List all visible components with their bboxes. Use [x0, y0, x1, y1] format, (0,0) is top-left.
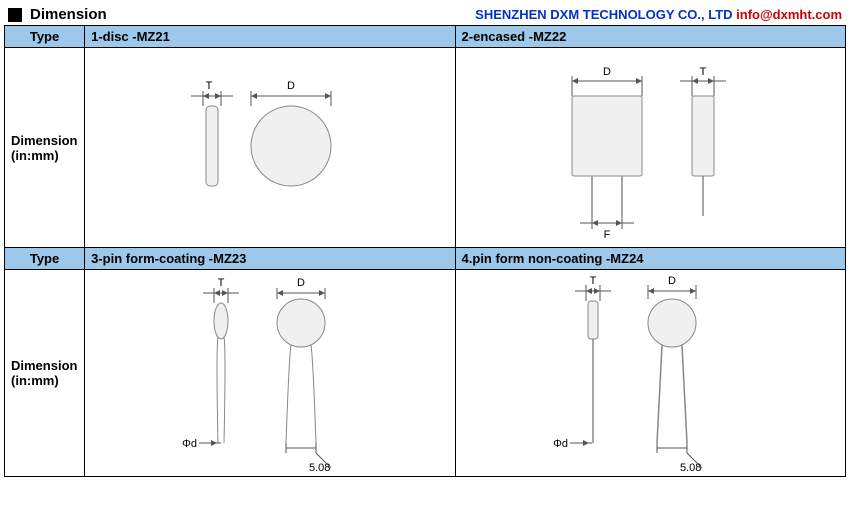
type-header-1: Type [5, 26, 85, 48]
company-info: SHENZHEN DXM TECHNOLOGY CO., LTD info@dx… [475, 7, 842, 22]
col1-label: 1-disc -MZ21 [85, 26, 455, 48]
svg-text:5.08: 5.08 [680, 462, 701, 473]
svg-text:D: D [668, 275, 676, 287]
svg-text:D: D [603, 66, 611, 78]
svg-text:F: F [603, 229, 610, 241]
diagram-mz23: T D Φd 5.08 [85, 270, 455, 477]
diagram-mz21: T D [85, 48, 455, 248]
col2-label: 2-encased -MZ22 [455, 26, 845, 48]
svg-text:T: T [699, 66, 706, 78]
company-name: SHENZHEN DXM TECHNOLOGY CO., LTD [475, 7, 736, 22]
svg-text:D: D [287, 80, 295, 92]
svg-text:T: T [218, 277, 225, 289]
svg-text:D: D [297, 277, 305, 289]
svg-text:T: T [589, 275, 596, 287]
diagram-mz22: D F T [455, 48, 845, 248]
col4-label: 4.pin form non-coating -MZ24 [455, 248, 845, 270]
svg-text:Φd: Φd [553, 438, 568, 450]
page-header: Dimension SHENZHEN DXM TECHNOLOGY CO., L… [4, 4, 846, 25]
svg-text:5.08: 5.08 [309, 462, 330, 473]
page-title: Dimension [30, 6, 107, 23]
col3-label: 3-pin form-coating -MZ23 [85, 248, 455, 270]
diagram-mz24: T D Φd 5.08 [455, 270, 845, 477]
company-email: info@dxmht.com [736, 7, 842, 22]
svg-text:T: T [206, 80, 213, 92]
svg-text:Φd: Φd [182, 438, 197, 450]
dimension-table: Type 1-disc -MZ21 2-encased -MZ22 Dimens… [4, 25, 846, 477]
dim-label-2: Dimension (in:mm) [5, 270, 85, 477]
type-header-2: Type [5, 248, 85, 270]
title-square-icon [8, 8, 22, 22]
dim-label-1: Dimension (in:mm) [5, 48, 85, 248]
